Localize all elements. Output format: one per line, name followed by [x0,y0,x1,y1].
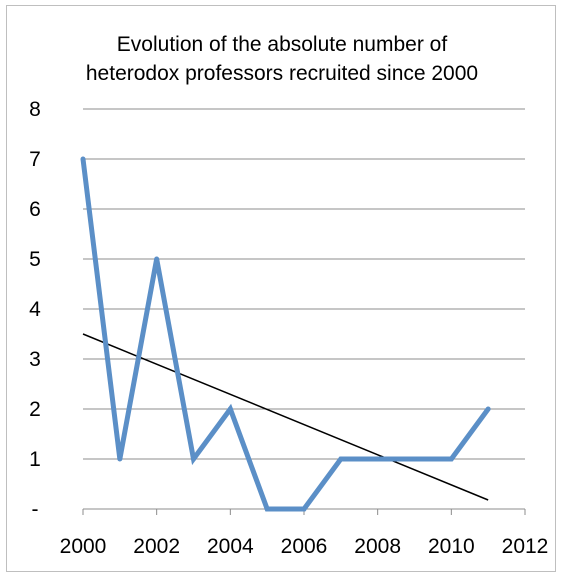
x-tick-label: 2010 [428,535,475,558]
y-tick-label: 3 [29,348,41,371]
data-point [338,456,344,462]
x-tick-label: 2002 [133,535,180,558]
trendline [82,333,489,501]
data-point [264,506,270,512]
y-tick-label: 4 [29,298,41,321]
data-point [375,456,381,462]
data-point [227,406,233,412]
y-tick-label: 8 [29,98,41,121]
x-tick-label: 2012 [502,535,549,558]
data-point [485,406,491,412]
series-line [80,158,491,512]
y-tick-label: 5 [29,248,41,271]
data-point [191,456,196,462]
y-tick-label: 6 [29,198,41,221]
y-tick-label: 2 [29,398,41,421]
x-tick-label: 2006 [281,535,328,558]
chart-frame: Evolution of the absolute number of heter… [6,5,556,572]
y-tick-label: 7 [29,148,41,171]
data-point [117,456,123,462]
data-point [154,256,160,262]
y-tick-label: 1 [29,448,41,471]
x-tick-label: 2000 [60,535,107,558]
data-point [80,156,86,162]
data-point [412,456,417,462]
chart-title-line: Evolution of the absolute number of [117,33,448,56]
x-tick-label: 2008 [354,535,401,558]
x-tick-label: 2004 [207,535,254,558]
chart-title-line: heterodox professors recruited since 200… [86,62,478,85]
data-point [301,506,307,512]
data-point [448,456,454,462]
line-chart: Evolution of the absolute number of heter… [29,33,549,558]
y-tick-label: - [32,498,39,521]
